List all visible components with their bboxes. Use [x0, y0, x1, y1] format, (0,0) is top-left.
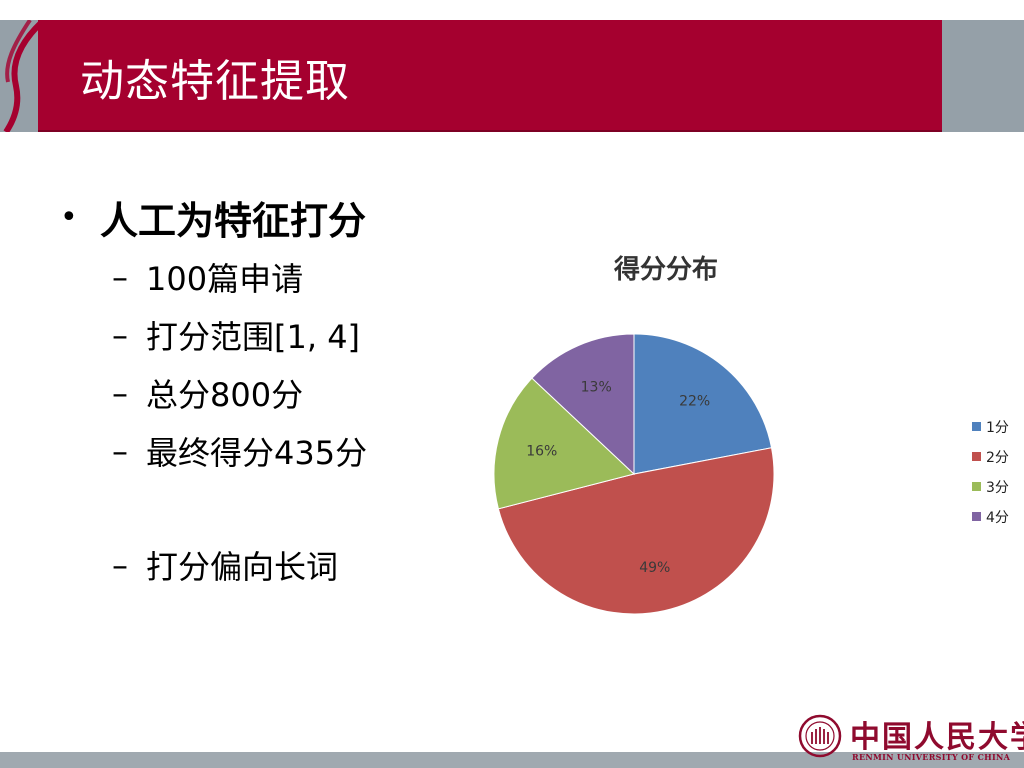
pie-slice-4: [531, 333, 635, 476]
dash-marker: –: [112, 374, 128, 412]
sub-bullet: – 100篇申请: [60, 248, 500, 306]
university-logo: 中国人民大学 RENMIN UNIVERSITY OF CHINA: [798, 712, 1024, 766]
sub-bullet: – 打分偏向长词: [60, 536, 500, 594]
legend-swatch: [972, 422, 981, 431]
pie-slice-label: 49%: [639, 560, 670, 576]
sub-bullet-text: 总分800分: [146, 376, 304, 414]
pie-slice-1: [633, 333, 773, 475]
chart-legend: 1分 2分 3分 4分: [972, 420, 1009, 526]
chart-title: 得分分布: [613, 255, 718, 285]
legend-swatch: [972, 452, 981, 461]
pie-labels: 22% 49% 16% 13%: [526, 380, 710, 576]
sub-bullet-text: 打分范围[1, 4]: [146, 318, 361, 356]
slide-title: 动态特征提取: [80, 56, 350, 107]
pie-slice-label: 22%: [679, 394, 710, 410]
pie-slice-label: 16%: [526, 443, 557, 459]
legend-label: 4分: [986, 510, 1009, 526]
bullet-dot: •: [60, 199, 78, 235]
sub-bullet-text: 100篇申请: [146, 260, 304, 298]
sub-bullet: – 最终得分435分: [60, 422, 500, 480]
pie-chart-container: 得分分布 22% 49% 16% 13% 1分 2分 3分 4分: [470, 240, 1024, 640]
university-seal-icon: [798, 714, 842, 758]
footer-bar: [0, 752, 1024, 768]
dash-marker: –: [112, 316, 128, 354]
main-bullet: • 人工为特征打分: [60, 186, 500, 248]
dash-marker: –: [112, 258, 128, 296]
sub-bullet: – 总分800分: [60, 364, 500, 422]
header-swirl-decoration: [3, 20, 47, 132]
main-bullet-text: 人工为特征打分: [100, 198, 367, 243]
bullet-list: • 人工为特征打分 – 100篇申请 – 打分范围[1, 4] – 总分800分…: [60, 186, 500, 594]
logo-chinese-name: 中国人民大学: [850, 720, 1024, 755]
sub-bullet: – 打分范围[1, 4]: [60, 306, 500, 364]
sub-bullet-text: 最终得分435分: [146, 434, 368, 472]
legend-label: 2分: [986, 450, 1009, 466]
legend-label: 3分: [986, 480, 1009, 496]
pie-slice-3: [493, 377, 636, 510]
pie-slice-2: [497, 447, 775, 615]
dash-marker: –: [112, 432, 128, 470]
pie-slices: [493, 333, 775, 615]
header-title-bar: [38, 20, 942, 130]
pie-slice-label: 13%: [581, 380, 612, 396]
legend-label: 1分: [986, 420, 1009, 436]
sub-bullet-text: 打分偏向长词: [146, 548, 339, 586]
legend-swatch: [972, 482, 981, 491]
legend-swatch: [972, 512, 981, 521]
logo-english-name: RENMIN UNIVERSITY OF CHINA: [852, 752, 1011, 762]
dash-marker: –: [112, 546, 128, 584]
sub-bullet-list: – 100篇申请 – 打分范围[1, 4] – 总分800分 – 最终得分435…: [60, 248, 500, 594]
pie-chart: 得分分布 22% 49% 16% 13% 1分 2分 3分 4分: [493, 255, 1009, 615]
